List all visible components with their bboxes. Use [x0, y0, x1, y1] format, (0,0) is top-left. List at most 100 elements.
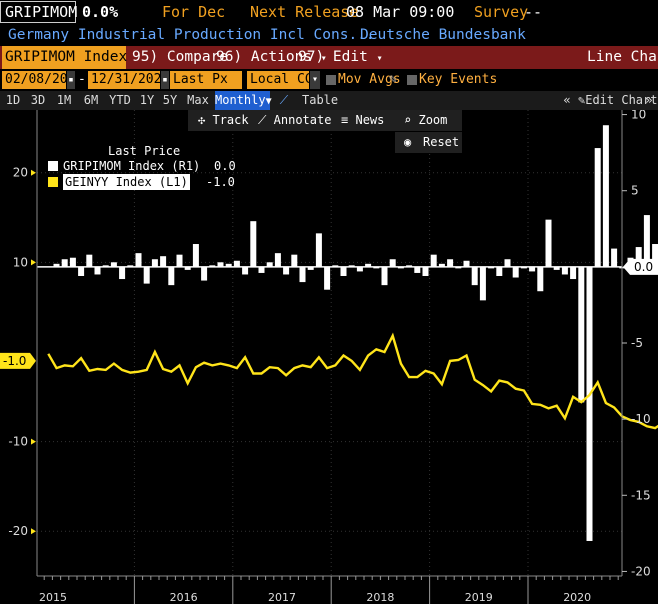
pencil-icon[interactable]: ✎: [389, 72, 397, 87]
gripimom-bar: [291, 254, 298, 267]
gripimom-bar: [315, 233, 322, 267]
right-tick-label: 10: [631, 110, 646, 122]
gripimom-bar: [520, 266, 527, 269]
actions-menu[interactable]: 96) Actions ▾: [216, 46, 327, 69]
security-description: Germany Industrial Production Incl Cons.…: [8, 27, 375, 43]
view-type: Line Chart: [587, 49, 658, 65]
frequency-select[interactable]: Monthly▼: [215, 91, 272, 110]
period-3d[interactable]: 3D: [30, 93, 46, 107]
legend-item-gripimom[interactable]: GRIPIMOM Index (R1) 0.0: [48, 158, 244, 174]
gripimom-bar: [496, 266, 503, 276]
collapse-icon[interactable]: «: [563, 93, 571, 107]
edit-menu[interactable]: 97) Edit ▾: [298, 46, 383, 69]
gripimom-bar: [184, 266, 191, 270]
chart-legend: Last Price GRIPIMOM Index (R1) 0.0 GEINY…: [48, 141, 244, 191]
start-date-input[interactable]: 02/08/2015: [2, 71, 83, 89]
left-tick-marker: [31, 528, 36, 535]
security-input-label: GRIPIMOM Index: [5, 49, 128, 65]
gripimom-bar: [176, 254, 183, 267]
zoom-icon: ⌕: [404, 113, 412, 127]
gripimom-bar: [504, 259, 511, 267]
gripimom-bar: [340, 266, 347, 276]
gripimom-bar: [266, 262, 273, 267]
track-tool[interactable]: ✣ Track: [198, 110, 249, 131]
expand-icon[interactable]: »: [645, 93, 653, 107]
edit-label: 97) Edit: [298, 49, 368, 65]
gripimom-bar: [594, 148, 601, 267]
table-button[interactable]: Table: [302, 93, 339, 107]
period-ytd[interactable]: YTD: [109, 93, 131, 107]
edit-chart-label: Edit Chart: [585, 93, 658, 107]
period-1y[interactable]: 1Y: [139, 93, 155, 107]
gripimom-bar: [324, 266, 331, 290]
gripimom-bar: [381, 266, 388, 286]
frequency-label: Monthly: [215, 93, 266, 107]
currency-dropdown-icon[interactable]: ▾: [310, 71, 320, 89]
currency-select[interactable]: Local CCY: [247, 71, 320, 89]
right-last-value-tag: [623, 258, 658, 275]
period-row: 1D 3D 1M 6M YTD 1Y 5Y Max Monthly▼ ⟋ Tab…: [0, 91, 658, 110]
security-input[interactable]: GRIPIMOM Index: [2, 46, 128, 69]
gripimom-bar: [242, 266, 249, 275]
mov-avgs-checkbox[interactable]: [326, 75, 336, 85]
gripimom-bar: [512, 266, 519, 278]
gripimom-bar: [78, 266, 85, 276]
x-tick-label: 2020: [563, 591, 591, 604]
next-release-value: 08 Mar 09:00: [346, 3, 455, 21]
compare-button[interactable]: 95) Compare: [132, 49, 229, 65]
date-separator: -: [78, 72, 86, 87]
legend-swatch: [48, 161, 58, 171]
x-tick-label: 2019: [465, 591, 493, 604]
gripimom-bar: [397, 266, 404, 269]
gripimom-bar: [258, 266, 265, 273]
period-6m[interactable]: 6M: [83, 93, 99, 107]
right-tick-label: -20: [631, 564, 651, 578]
reset-tool[interactable]: ◉ Reset: [395, 132, 462, 153]
left-tick-marker: [31, 169, 36, 176]
annotate-tool[interactable]: ⟋ Annotate: [258, 110, 331, 131]
legend-value: -1.0: [206, 175, 235, 189]
calendar-icon[interactable]: ▪: [67, 71, 75, 89]
gripimom-bar: [127, 265, 134, 267]
left-tick-label: -20: [8, 524, 28, 538]
chart-type-icon[interactable]: ⟋: [279, 93, 289, 107]
caret-down-icon: ▾: [376, 53, 383, 64]
field-select[interactable]: Last Px: [170, 71, 242, 89]
mov-avgs-label: Mov Avgs: [338, 72, 401, 87]
legend-item-geinyy[interactable]: GEINYY Index (L1) -1.0: [48, 174, 244, 190]
gripimom-bar: [307, 266, 314, 270]
gripimom-bar: [561, 266, 568, 275]
survey-label: Survey: [474, 3, 529, 21]
left-last-value-tag: [0, 352, 36, 369]
settings-row: 02/08/2015 ▪ - 12/31/2020 ▪ Last Px Loca…: [0, 69, 658, 91]
gripimom-bar: [110, 262, 117, 267]
gripimom-bar: [69, 257, 76, 267]
ticker: GRIPIMOM: [5, 3, 78, 21]
news-tool[interactable]: ≡ News: [341, 110, 384, 131]
gripimom-bar: [471, 266, 478, 286]
zoom-tool[interactable]: ⌕ Zoom: [404, 110, 447, 131]
gripimom-bar: [135, 253, 142, 267]
gripimom-bar: [102, 265, 109, 267]
period-5y[interactable]: 5Y: [162, 93, 178, 107]
left-last-value: -1.0: [3, 354, 26, 368]
gripimom-bar: [537, 266, 544, 292]
key-events-checkbox[interactable]: [407, 75, 417, 85]
gripimom-bar: [274, 253, 281, 267]
caret-down-icon: ▾: [320, 53, 327, 64]
gripimom-bar: [545, 219, 552, 267]
gripimom-bar: [299, 266, 306, 283]
end-date-input[interactable]: 12/31/2020: [88, 71, 169, 89]
gripimom-bar: [217, 262, 224, 267]
period-1m[interactable]: 1M: [56, 93, 72, 107]
actions-label: 96) Actions: [216, 49, 313, 65]
x-tick-label: 2015: [39, 591, 67, 604]
annotate-label: Annotate: [273, 113, 332, 127]
gripimom-bar: [611, 248, 618, 267]
header-period: For Dec: [162, 3, 226, 21]
calendar-icon[interactable]: ▪: [161, 71, 169, 89]
period-max[interactable]: Max: [187, 93, 209, 107]
period-1d[interactable]: 1D: [5, 93, 21, 107]
ticker-box[interactable]: GRIPIMOM: [0, 1, 78, 23]
edit-chart-button[interactable]: ✎Edit Chart: [578, 91, 657, 110]
